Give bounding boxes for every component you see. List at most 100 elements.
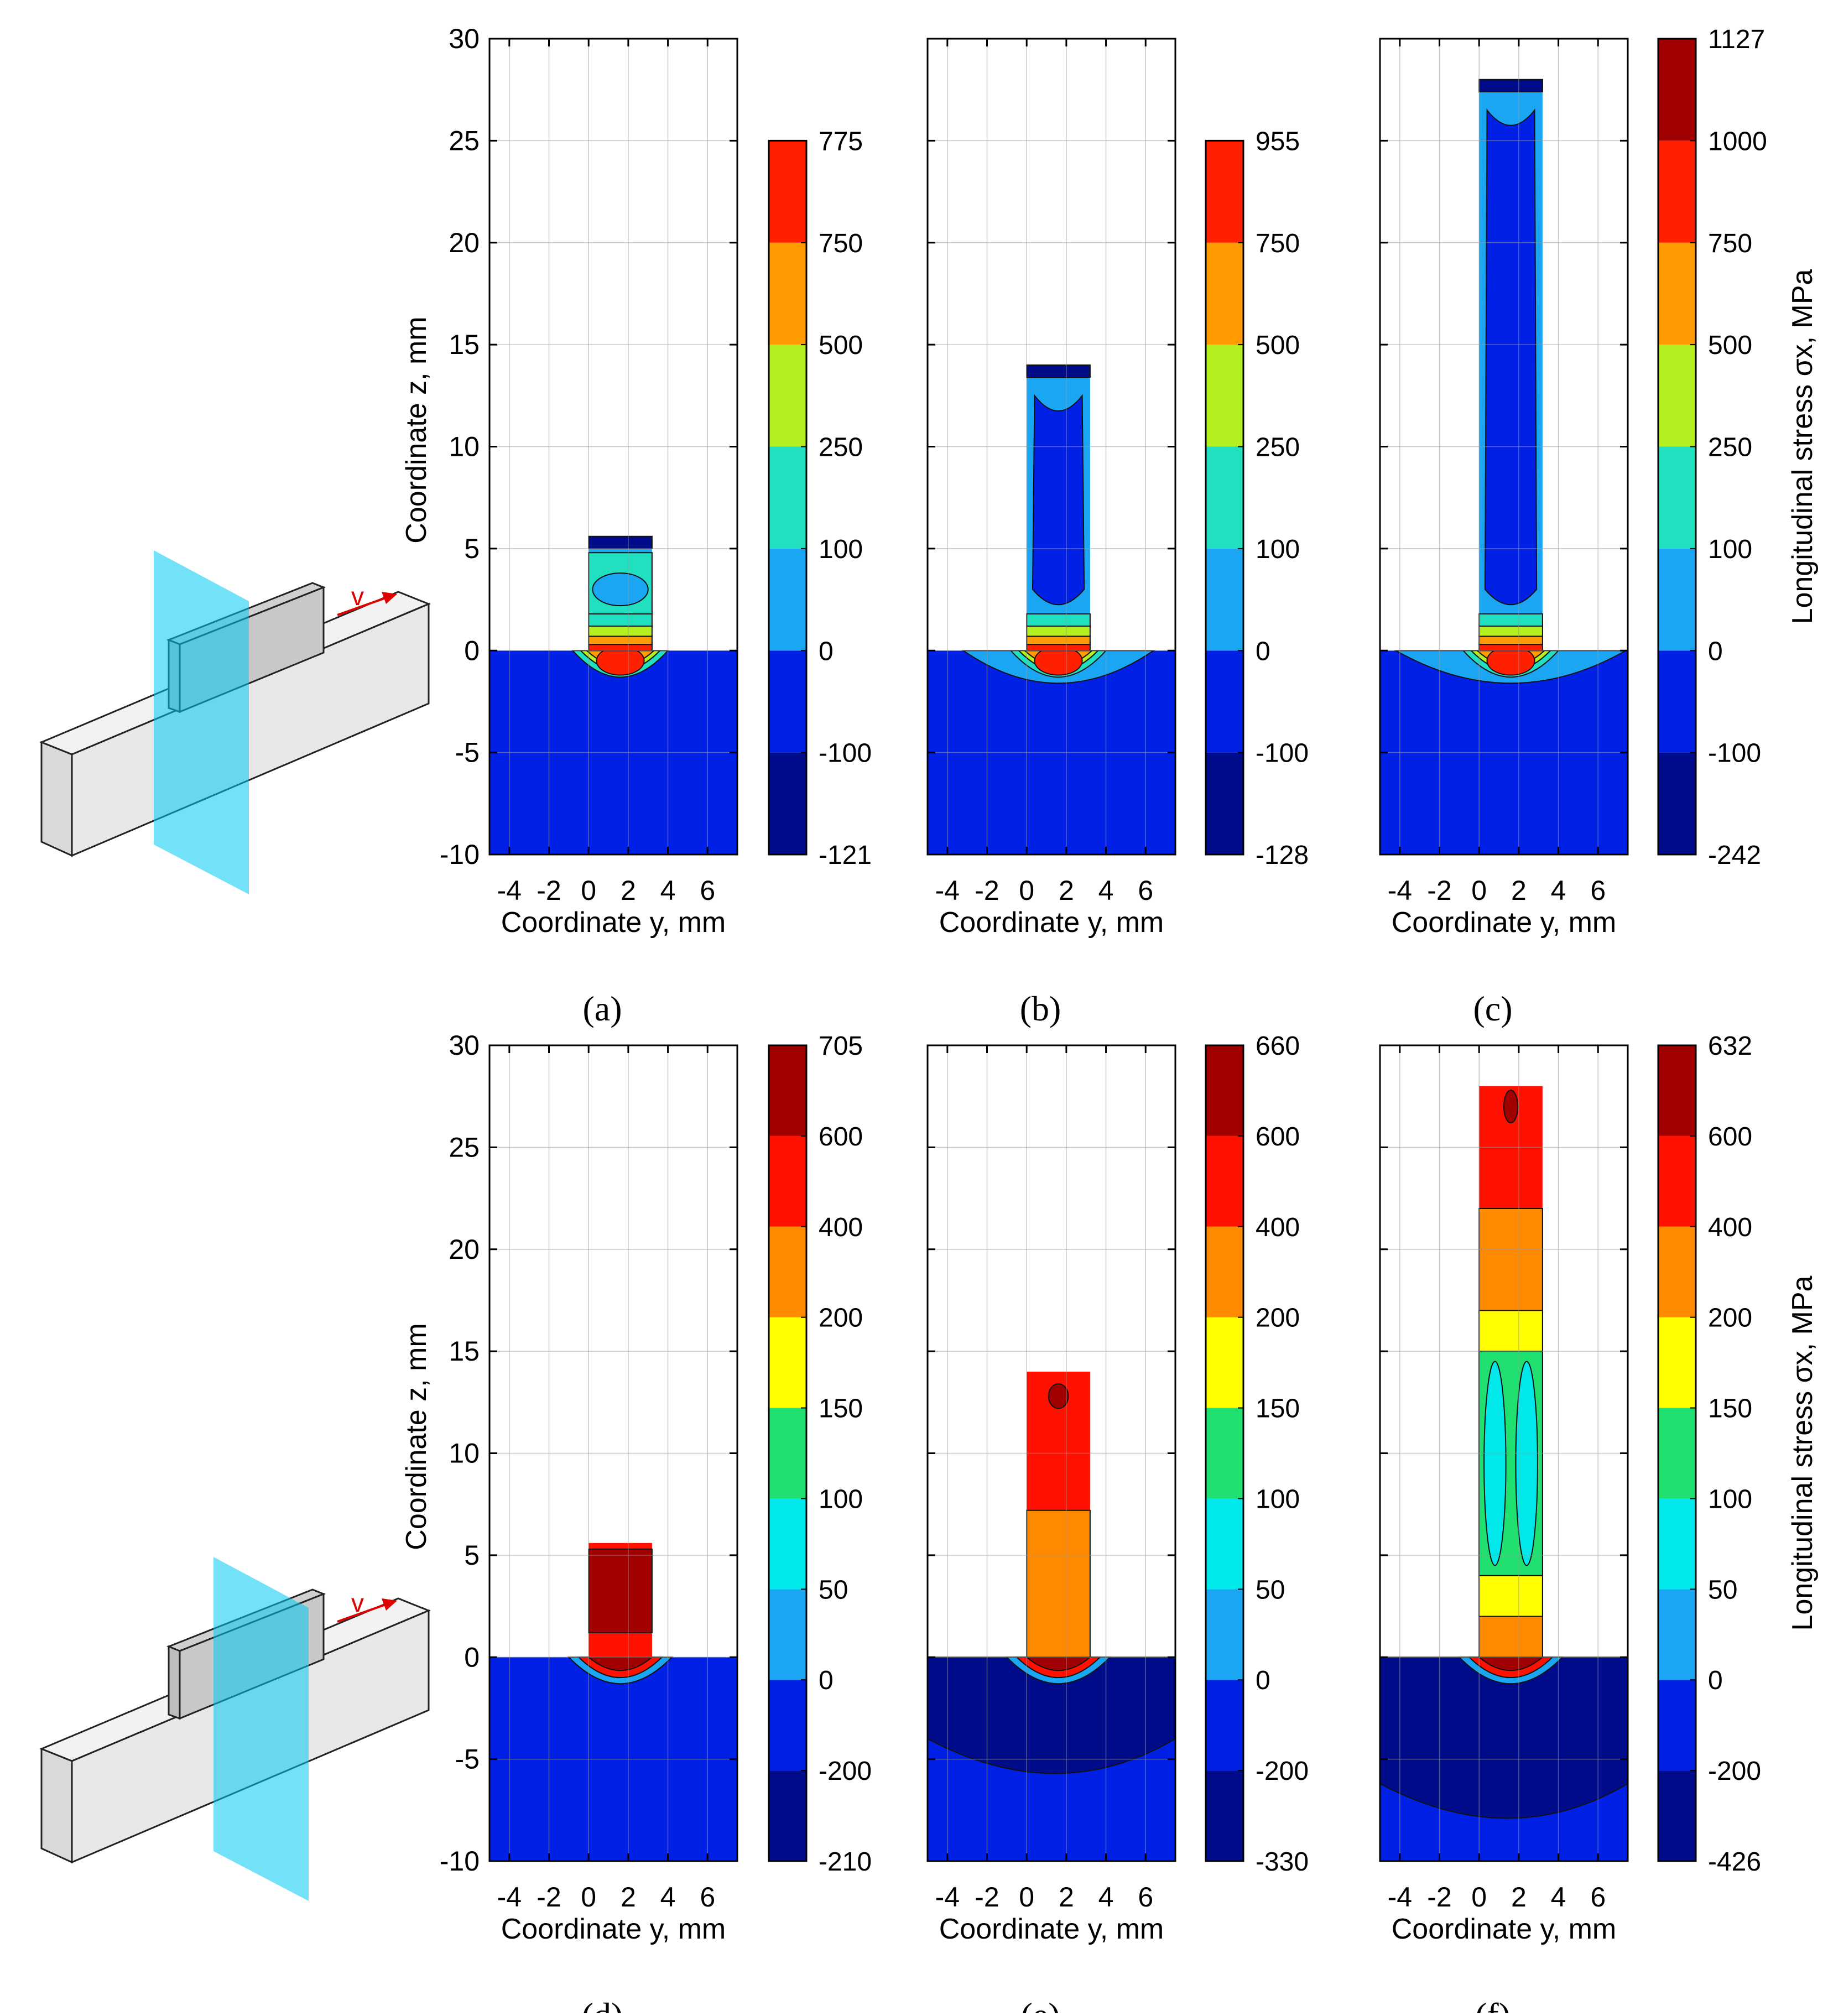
colorbar-tick-label: 150 xyxy=(1708,1394,1752,1424)
x-tick-label: 4 xyxy=(1098,1882,1114,1913)
x-tick-label: 4 xyxy=(660,875,676,906)
colorbar-band xyxy=(1206,1226,1243,1317)
wall-core-zone xyxy=(1484,108,1538,606)
colorbar-tick-label: 250 xyxy=(1708,433,1752,462)
colorbar-tick-label: 775 xyxy=(819,127,863,156)
colorbar-band xyxy=(1658,650,1696,753)
colorbar-band xyxy=(1658,1770,1696,1861)
wall-band-2 xyxy=(1026,626,1091,637)
haz-zone-inner xyxy=(1025,1656,1092,1671)
y-tick-label: 25 xyxy=(449,1132,480,1163)
colorbar-band xyxy=(769,1135,806,1227)
y-tick-label: 15 xyxy=(449,329,480,360)
wall-band-2 xyxy=(1478,626,1543,637)
colorbar-band xyxy=(769,1498,806,1590)
colorbar-tick-label: -200 xyxy=(1256,1757,1309,1786)
subfigure-label: (d) xyxy=(582,1996,623,2013)
x-tick-label: -2 xyxy=(1427,1882,1451,1913)
colorbar-band xyxy=(1206,345,1243,447)
colorbar-band xyxy=(769,1045,806,1136)
wall-core-zone xyxy=(592,572,649,607)
colorbar-tick-label: 150 xyxy=(819,1394,863,1424)
x-tick-label: 4 xyxy=(1551,1882,1566,1913)
colorbar-tick-label: 955 xyxy=(1256,127,1300,156)
velocity-arrowhead xyxy=(382,1598,397,1611)
x-tick-label: 6 xyxy=(700,875,715,906)
colorbar-band xyxy=(1658,1226,1696,1317)
x-tick-label: 4 xyxy=(1098,875,1114,906)
colorbar-tick-label: 500 xyxy=(1708,331,1752,360)
velocity-arrow xyxy=(337,1603,388,1623)
colorbar-tick-label: 750 xyxy=(1256,229,1300,258)
colorbar-tick-label: 1127 xyxy=(1708,25,1765,54)
y-tick-label: 0 xyxy=(464,635,480,666)
colorbar-tick-label: -330 xyxy=(1256,1847,1309,1877)
colorbar-band xyxy=(1206,1135,1243,1227)
colorbar-tick-label: 400 xyxy=(819,1213,863,1242)
colorbar-tick-label: 0 xyxy=(819,637,834,666)
x-tick-label: 6 xyxy=(1138,875,1153,906)
colorbar-band xyxy=(1658,1680,1696,1771)
x-tick-label: 0 xyxy=(581,875,596,906)
base-plate-compression-zone xyxy=(1379,1656,1628,1819)
colorbar-tick-label: 0 xyxy=(1708,637,1723,666)
colorbar-tick-label: 250 xyxy=(819,433,863,462)
wall-band-2 xyxy=(588,626,653,637)
y-tick-label: 20 xyxy=(449,1234,480,1265)
base-plate-end xyxy=(40,1747,73,1864)
wall-band-0 xyxy=(588,644,653,652)
wall-band-1 xyxy=(1478,635,1543,645)
x-tick-label: 6 xyxy=(1138,1882,1153,1913)
colorbar-tick-label: 400 xyxy=(1708,1213,1752,1242)
x-tick-label: -4 xyxy=(497,875,522,906)
x-tick-label: -2 xyxy=(1427,875,1451,906)
wall-peak-zone xyxy=(1048,1383,1069,1409)
wall-core-zone xyxy=(1032,394,1085,606)
x-tick-label: 0 xyxy=(581,1882,596,1913)
x-tick-label: 0 xyxy=(1019,1882,1034,1913)
section-plane xyxy=(213,1557,309,1901)
colorbar-band xyxy=(769,140,806,243)
colorbar-tick-label: 200 xyxy=(819,1304,863,1333)
wall-low-zone-0 xyxy=(1483,1361,1507,1566)
colorbar-tick-label: 50 xyxy=(819,1575,848,1605)
wall-band-1 xyxy=(588,635,653,645)
colorbar-band xyxy=(769,242,806,345)
haz-zone-inner xyxy=(587,1656,654,1671)
x-tick-label: 2 xyxy=(621,875,636,906)
colorbar-frame xyxy=(768,1044,808,1862)
colorbar-band xyxy=(1206,1770,1243,1861)
x-tick-label: 6 xyxy=(700,1882,715,1913)
colorbar-band xyxy=(1658,140,1696,243)
wall-top-band xyxy=(1026,364,1091,378)
wall-band-200-400 xyxy=(1026,1509,1091,1658)
colorbar-band xyxy=(1658,1498,1696,1590)
colorbar-tick-label: 0 xyxy=(819,1666,834,1695)
y-tick-label: 5 xyxy=(464,533,480,564)
colorbar-tick-label: -121 xyxy=(819,841,872,870)
wall-peak-zone xyxy=(588,1548,653,1633)
y-axis-label: Coordinate z, mm xyxy=(400,1323,433,1550)
velocity-label: v xyxy=(351,582,364,611)
y-tick-label: 20 xyxy=(449,227,480,258)
wall-band-3 xyxy=(1026,613,1091,627)
colorbar-label: Longitudinal stress σx, MPa xyxy=(1787,269,1819,624)
wall-low-zone-1 xyxy=(1515,1361,1538,1566)
subfigure-label: (e) xyxy=(1020,1996,1060,2013)
colorbar-band xyxy=(769,345,806,447)
colorbar-tick-label: 200 xyxy=(1708,1304,1752,1333)
subfigure-label: (f) xyxy=(1475,1996,1511,2013)
colorbar-band xyxy=(769,1680,806,1771)
colorbar-band xyxy=(1206,1589,1243,1680)
colorbar-tick-label: 500 xyxy=(1256,331,1300,360)
wall-band-1 xyxy=(1026,635,1091,645)
colorbar-tick-label: 50 xyxy=(1256,1575,1285,1605)
colorbar-band xyxy=(769,1317,806,1408)
colorbar-tick-label: 100 xyxy=(819,1484,863,1514)
colorbar-frame xyxy=(1205,139,1244,856)
x-axis-label: Coordinate y, mm xyxy=(501,907,726,939)
y-axis-label: Coordinate z, mm xyxy=(400,316,433,543)
subfigure-label: (b) xyxy=(1020,989,1061,1028)
colorbar-tick-label: 600 xyxy=(819,1122,863,1152)
